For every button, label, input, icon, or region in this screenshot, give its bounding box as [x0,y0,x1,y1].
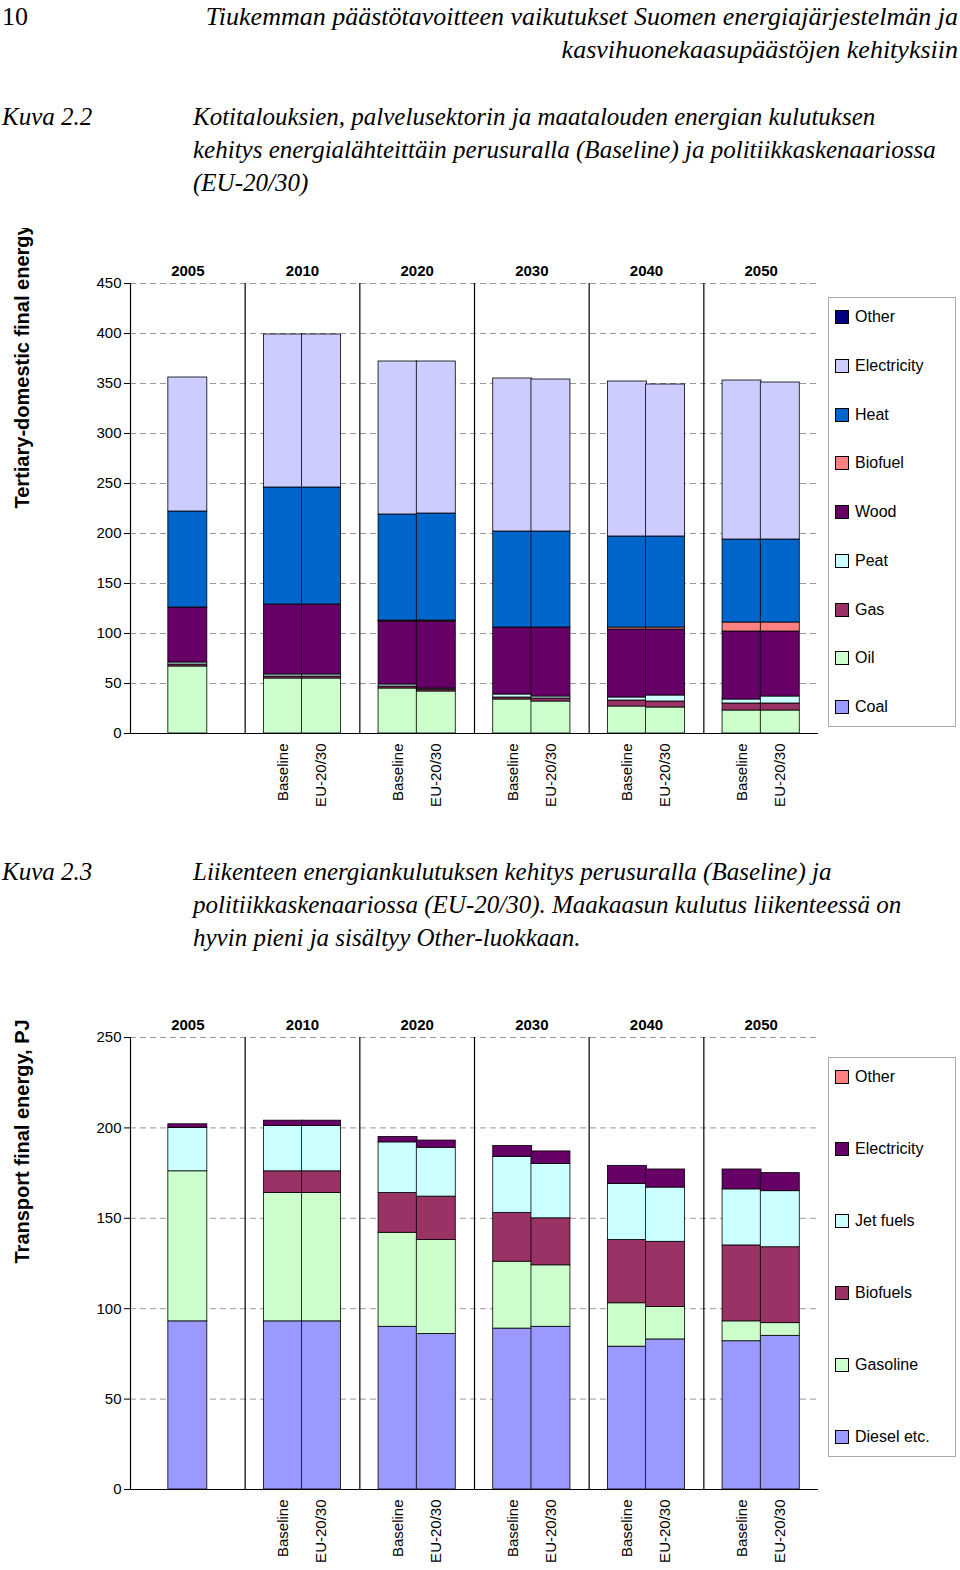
svg-text:2030: 2030 [515,1016,548,1033]
svg-text:450: 450 [96,274,121,291]
svg-text:EU-20/30: EU-20/30 [312,744,329,807]
svg-text:150: 150 [96,574,121,591]
svg-text:EU-20/30: EU-20/30 [656,1500,673,1563]
svg-text:2050: 2050 [744,262,777,279]
svg-text:350: 350 [96,374,121,391]
svg-text:0: 0 [113,724,121,741]
svg-text:Baseline: Baseline [504,1500,521,1558]
html-text:Heat: Heat [855,405,889,423]
svg-text:400: 400 [96,324,121,341]
html-text:Kuva 2.2: Kuva 2.2 [2,103,93,130]
svg-text:2040: 2040 [630,1016,663,1033]
svg-text:Tertiary-domestic final energy: Tertiary-domestic final energy, PJ [11,228,33,509]
svg-text:Baseline: Baseline [733,1500,750,1558]
svg-text:2030: 2030 [515,262,548,279]
svg-text:EU-20/30: EU-20/30 [542,1500,559,1563]
html-text:Jet fuels: Jet fuels [855,1212,915,1229]
html-text:Oil: Oil [855,649,875,667]
svg-text:EU-20/30: EU-20/30 [427,744,444,807]
svg-text:Baseline: Baseline [274,1500,291,1558]
svg-text:50: 50 [105,674,122,691]
html-text:Tiukemman päästötavoitteen vai: Tiukemman päästötavoitteen vaikutukset S… [205,2,958,64]
svg-text:250: 250 [96,474,121,491]
html-text:Wood: Wood [855,503,897,520]
svg-text:Baseline: Baseline [274,744,291,802]
html-text:Gasoline: Gasoline [855,1356,919,1373]
svg-text:0: 0 [113,1480,121,1497]
svg-text:EU-20/30: EU-20/30 [771,1500,788,1563]
svg-text:100: 100 [96,624,121,641]
svg-text:EU-20/30: EU-20/30 [312,1500,329,1563]
svg-text:300: 300 [96,424,121,441]
html-text:Other: Other [855,1068,895,1085]
svg-text:EU-20/30: EU-20/30 [427,1500,444,1563]
html-text:Kotitalouksien, palvelusektori: Kotitalouksien, palvelusektorin ja maata… [193,103,936,196]
svg-text:50: 50 [105,1390,122,1407]
svg-text:EU-20/30: EU-20/30 [656,744,673,807]
html-text:Diesel etc.: Diesel etc. [855,1428,930,1445]
svg-text:2050: 2050 [744,1016,777,1033]
html-text:Coal: Coal [855,698,888,715]
svg-text:Baseline: Baseline [389,1500,406,1558]
html-text:Electricity: Electricity [855,1140,924,1157]
svg-text:2040: 2040 [630,262,663,279]
html-text:Gas: Gas [855,600,885,618]
svg-text:Baseline: Baseline [733,744,750,802]
html-text:Kuva 2.3: Kuva 2.3 [2,858,93,885]
svg-text:Transport final energy, PJ: Transport final energy, PJ [11,1019,33,1263]
svg-text:2010: 2010 [286,1016,319,1033]
svg-text:EU-20/30: EU-20/30 [542,744,559,807]
html-text:Liikenteen energiankulutuksen: Liikenteen energiankulutuksen kehitys pe… [193,858,902,951]
svg-text:Baseline: Baseline [389,744,406,802]
svg-text:2005: 2005 [171,262,204,279]
svg-text:250: 250 [96,1028,121,1045]
svg-text:2020: 2020 [400,1016,433,1033]
html-text:Biofuels: Biofuels [855,1284,912,1301]
svg-text:2010: 2010 [286,262,319,279]
html-text:Electricity: Electricity [855,356,924,374]
html-text:Biofuel: Biofuel [855,454,904,472]
html-text:10: 10 [2,2,28,31]
svg-text:150: 150 [96,1209,121,1226]
svg-text:2020: 2020 [400,262,433,279]
html-text:Other: Other [855,308,895,325]
svg-text:EU-20/30: EU-20/30 [771,744,788,807]
svg-text:Baseline: Baseline [618,744,635,802]
svg-text:Baseline: Baseline [618,1500,635,1558]
svg-text:200: 200 [96,1119,121,1136]
svg-text:200: 200 [96,524,121,541]
svg-text:2005: 2005 [171,1016,204,1033]
svg-text:Baseline: Baseline [504,744,521,802]
html-text:Peat: Peat [855,551,888,569]
svg-text:100: 100 [96,1300,121,1317]
